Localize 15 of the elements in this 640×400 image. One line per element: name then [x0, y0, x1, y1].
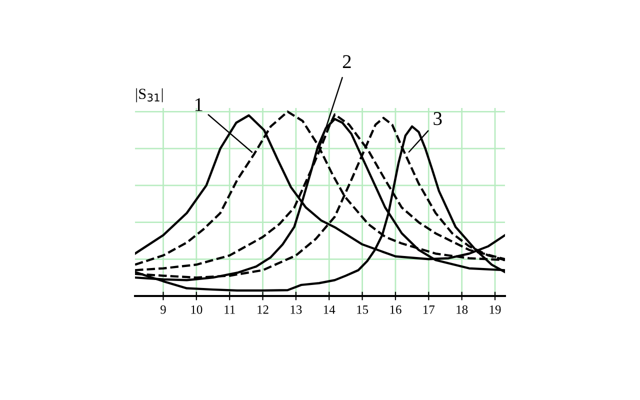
annotation: 2 [342, 55, 351, 68]
x-tick-label: 9 [160, 305, 166, 314]
x-tick-label: 10 [191, 305, 202, 314]
x-tick-label: 14 [324, 305, 336, 314]
x-tick-label: 13 [290, 305, 302, 314]
y-axis-title: |S$_{31}$| [136, 88, 163, 102]
x-tick-label: 18 [456, 305, 468, 314]
x-tick-label: 16 [390, 305, 402, 314]
x-tick-label: 15 [357, 305, 368, 314]
x-tick-label: 12 [258, 305, 268, 314]
x-tick-label: 19 [490, 305, 501, 314]
annotation: 1 [195, 98, 202, 112]
annotation: 3 [434, 112, 442, 126]
x-tick-label: 17 [424, 305, 435, 314]
x-tick-label: 11 [224, 305, 235, 314]
